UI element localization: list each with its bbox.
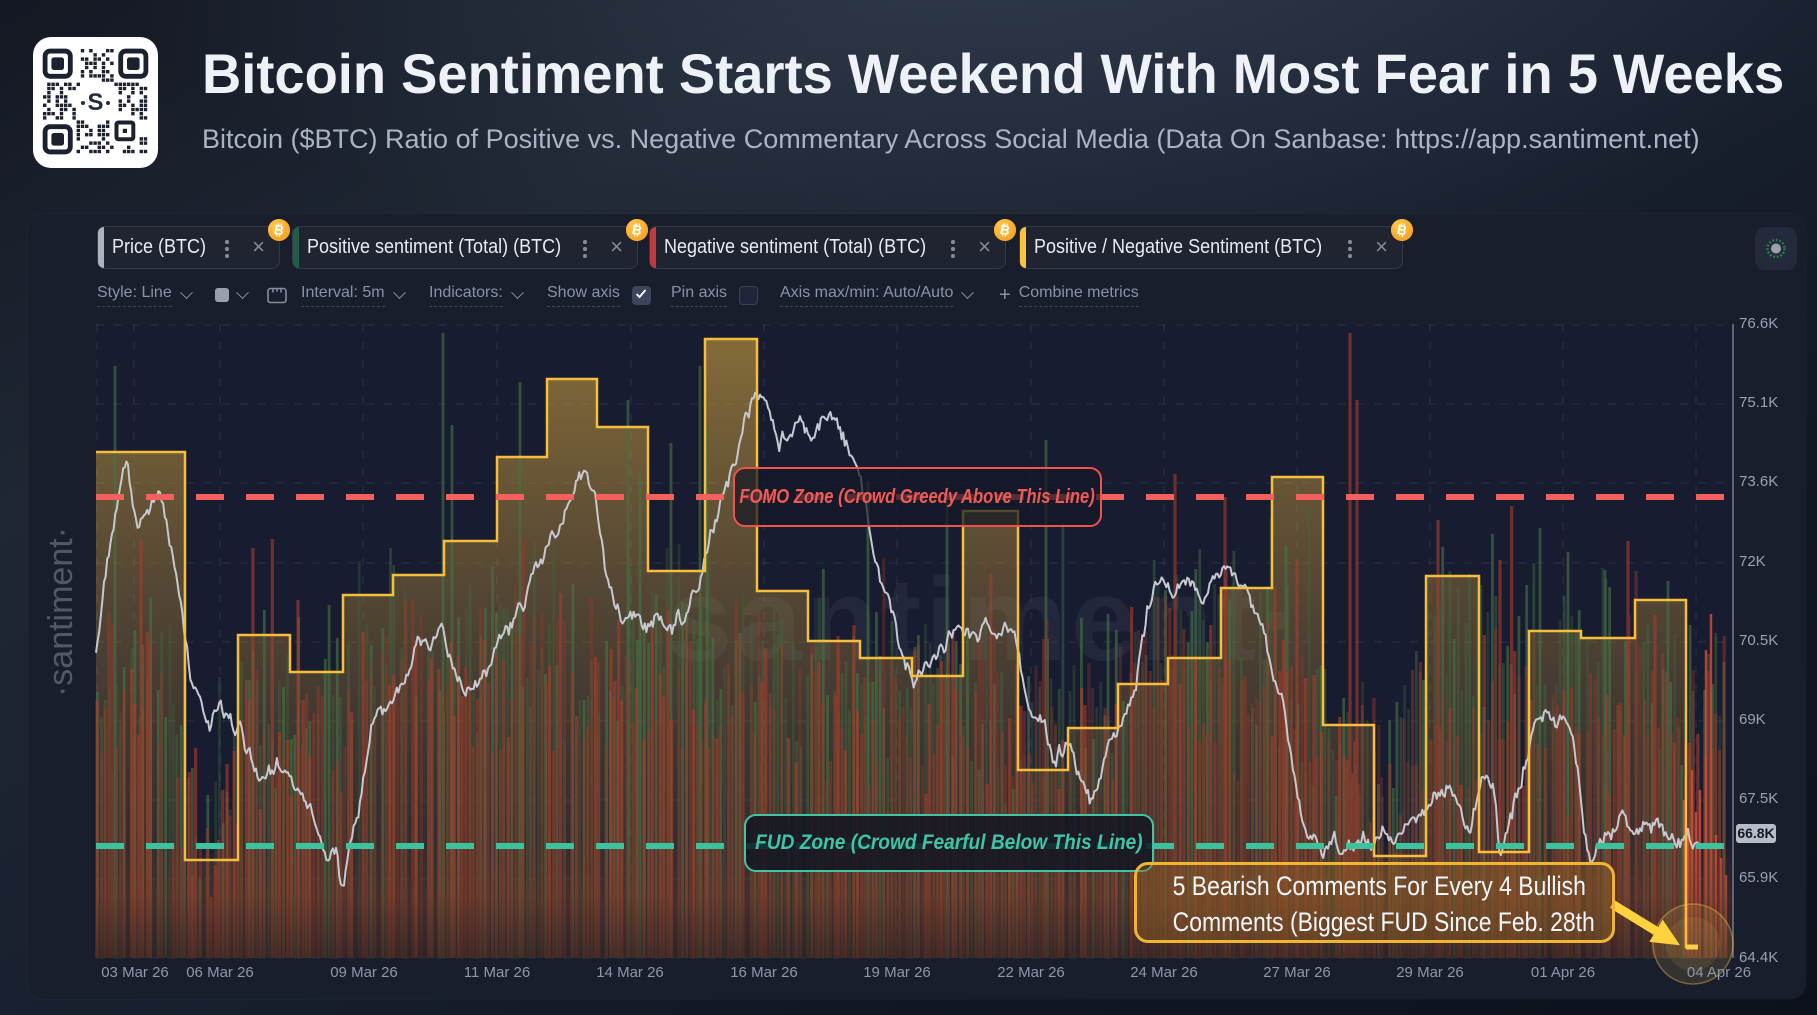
svg-text:B: B — [1396, 222, 1409, 239]
svg-text:B: B — [631, 222, 644, 239]
svg-text:S: S — [87, 89, 103, 116]
svg-text:B: B — [273, 222, 286, 239]
svg-text:·santiment·: ·santiment· — [42, 527, 80, 697]
svg-text:B: B — [999, 222, 1012, 239]
